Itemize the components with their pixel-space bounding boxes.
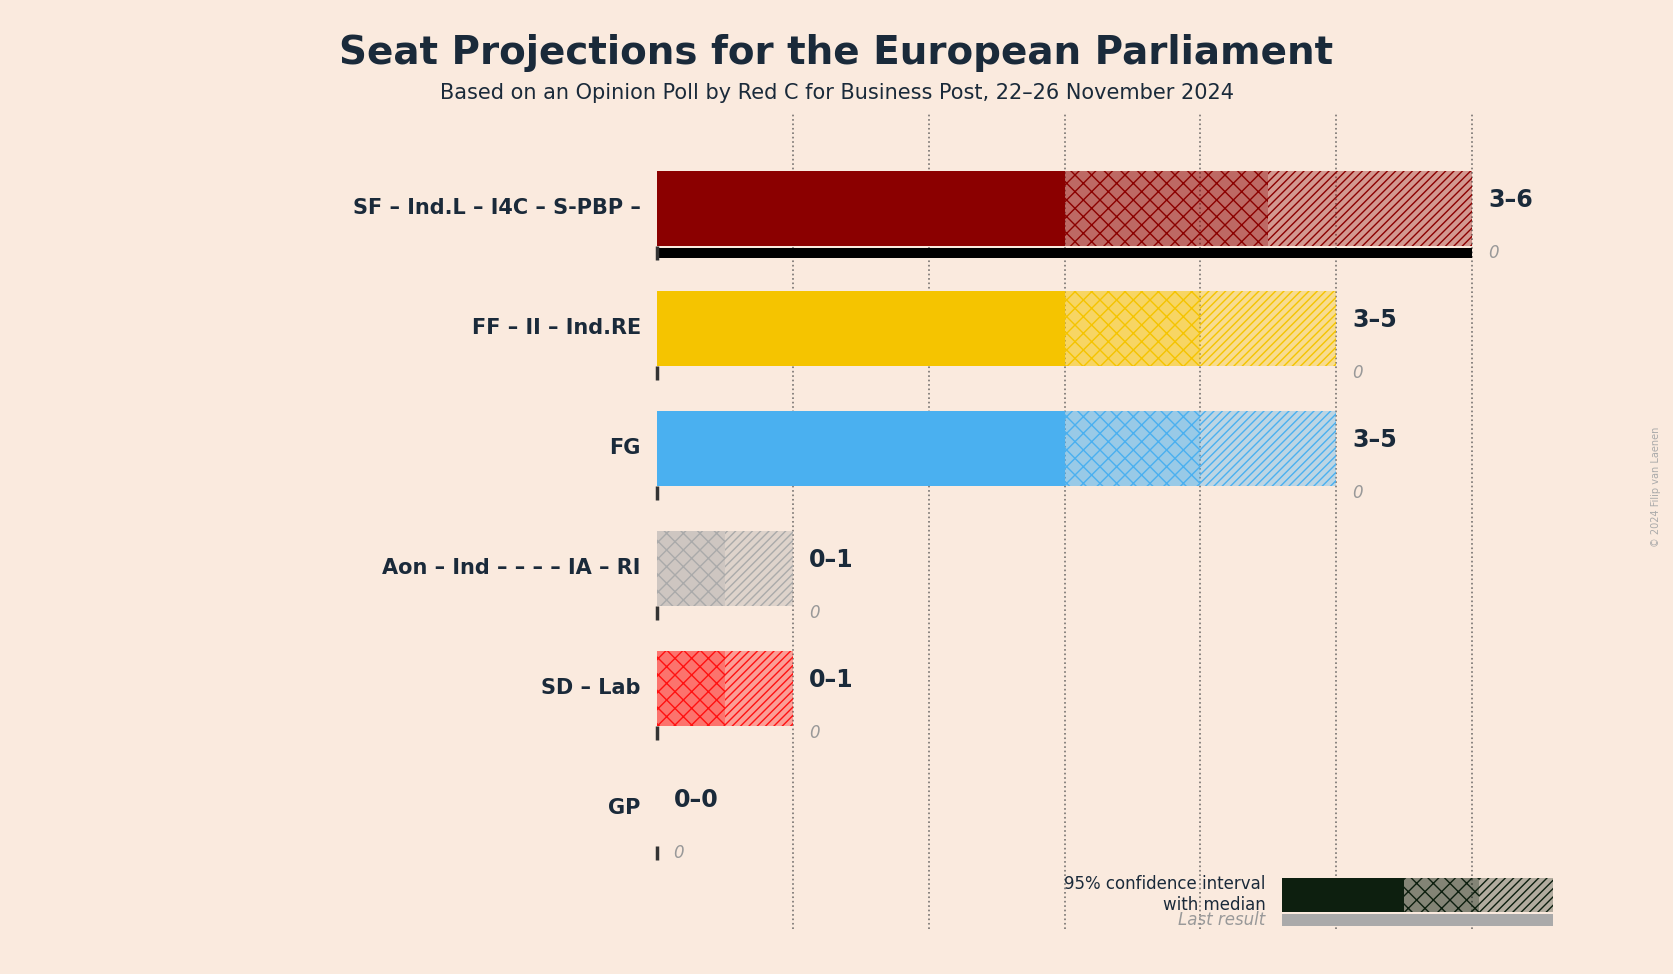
Bar — [1064, 411, 1201, 486]
Text: 0: 0 — [1352, 364, 1363, 382]
Text: Seat Projections for the European Parliament: Seat Projections for the European Parlia… — [340, 34, 1333, 72]
Bar — [1064, 171, 1268, 245]
Bar — [1064, 291, 1201, 365]
Bar — [1479, 879, 1554, 912]
Bar — [724, 652, 793, 726]
Bar — [657, 531, 724, 606]
Bar — [724, 531, 793, 606]
Bar — [657, 291, 1064, 365]
Bar — [657, 652, 724, 726]
Text: FF – II – Ind.RE: FF – II – Ind.RE — [472, 318, 641, 338]
Bar — [724, 652, 793, 726]
Text: 0–1: 0–1 — [810, 668, 853, 693]
Bar — [657, 248, 1472, 257]
Bar — [1201, 411, 1337, 486]
Bar — [657, 531, 724, 606]
Text: 0: 0 — [674, 843, 684, 862]
Bar — [1282, 914, 1554, 926]
Text: SD – Lab: SD – Lab — [542, 679, 641, 698]
Text: Aon – Ind – – – – IA – RI: Aon – Ind – – – – IA – RI — [383, 558, 641, 579]
Text: 3–6: 3–6 — [1489, 188, 1532, 212]
Text: 0: 0 — [810, 604, 820, 621]
Bar — [1201, 411, 1337, 486]
Bar — [1479, 879, 1554, 912]
Text: 0: 0 — [810, 724, 820, 742]
Bar — [1064, 171, 1268, 245]
Bar — [1404, 879, 1479, 912]
Text: Last result: Last result — [1178, 911, 1265, 929]
Bar — [1282, 879, 1404, 912]
Text: © 2024 Filip van Laenen: © 2024 Filip van Laenen — [1651, 427, 1661, 547]
Bar — [657, 411, 1064, 486]
Bar — [1064, 411, 1201, 486]
Bar — [1201, 291, 1337, 365]
Text: 95% confidence interval
with median: 95% confidence interval with median — [1064, 876, 1265, 915]
Bar — [1201, 291, 1337, 365]
Bar — [1404, 879, 1479, 912]
Text: 0–0: 0–0 — [674, 788, 718, 812]
Text: GP: GP — [609, 799, 641, 818]
Text: 0–1: 0–1 — [810, 548, 853, 572]
Bar — [1268, 171, 1472, 245]
Bar — [724, 531, 793, 606]
Text: 3–5: 3–5 — [1352, 308, 1397, 332]
Text: 0: 0 — [1489, 244, 1499, 262]
Bar — [1268, 171, 1472, 245]
Bar — [657, 171, 1064, 245]
Text: FG: FG — [609, 438, 641, 459]
Bar — [657, 652, 724, 726]
Bar — [1064, 291, 1201, 365]
Text: Based on an Opinion Poll by Red C for Business Post, 22–26 November 2024: Based on an Opinion Poll by Red C for Bu… — [440, 83, 1233, 103]
Text: 0: 0 — [1352, 484, 1363, 502]
Text: 3–5: 3–5 — [1352, 428, 1397, 452]
Text: SF – Ind.L – I4C – S-PBP –: SF – Ind.L – I4C – S-PBP – — [353, 199, 641, 218]
